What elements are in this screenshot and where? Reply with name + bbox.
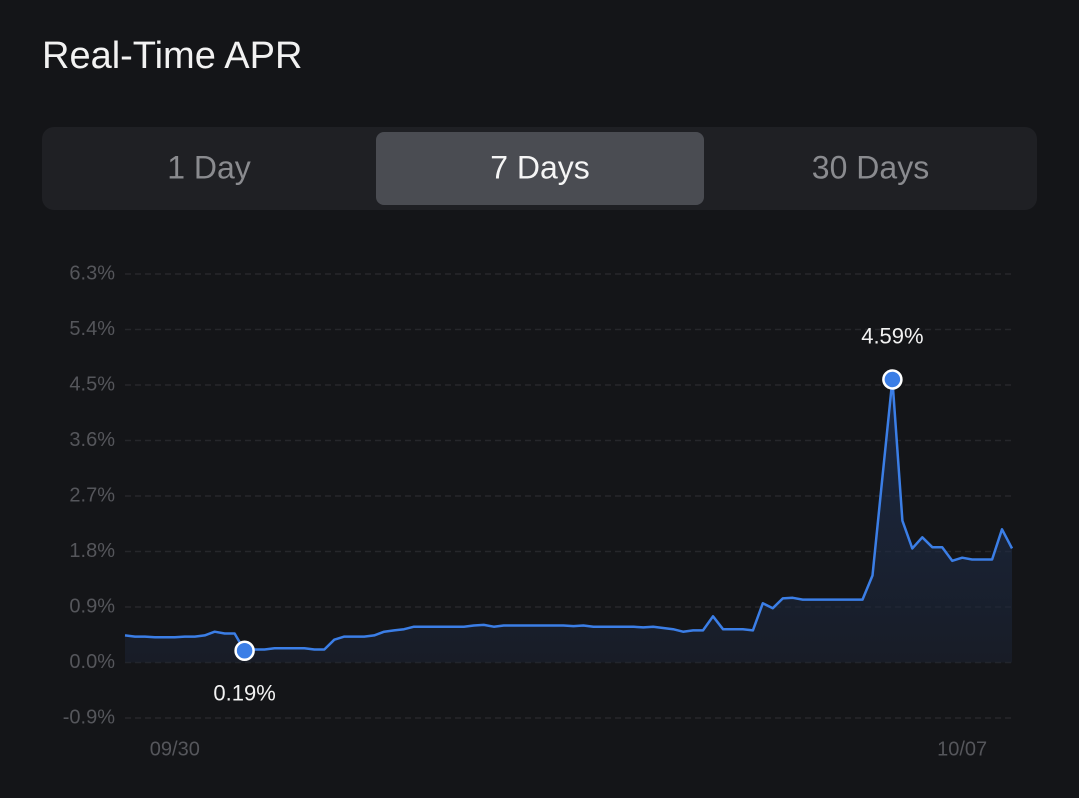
y-tick-label: 6.3% (69, 262, 115, 284)
tabs: 1 Day 7 Days 30 Days (167, 132, 929, 205)
x-tick-label: 09/30 (150, 738, 200, 760)
point-marker (234, 640, 255, 662)
area (125, 379, 1012, 663)
tab-label[interactable]: 7 Days (490, 149, 590, 185)
line (124, 378, 1014, 653)
y-tick-label: 0.0% (69, 651, 115, 673)
y-tick-label: 5.4% (69, 318, 115, 340)
data-label: 0.19% (213, 681, 275, 706)
y-tick-label: -0.9% (63, 706, 115, 728)
data-label: 4.59% (861, 323, 923, 348)
x-tick-label: 10/07 (937, 738, 987, 760)
y-tick-label: 2.7% (69, 484, 115, 506)
point-marker (882, 369, 903, 390)
y-tick-label: 3.6% (69, 429, 115, 451)
tab-active-bg (376, 132, 704, 205)
y-tick-label: 1.8% (69, 540, 115, 562)
y-tick-label: 4.5% (69, 373, 115, 395)
page-title: Real-Time APR (42, 35, 302, 77)
tab-label[interactable]: 1 Day (167, 149, 251, 185)
plot: -0.9% 0.0% 0.9% 1.8% 2.7% 3.6% 4.5% 5.4% 6.3% 09/… (63, 262, 1014, 760)
y-tick-label: 0.9% (69, 595, 115, 617)
tab-label[interactable]: 30 Days (812, 149, 929, 185)
